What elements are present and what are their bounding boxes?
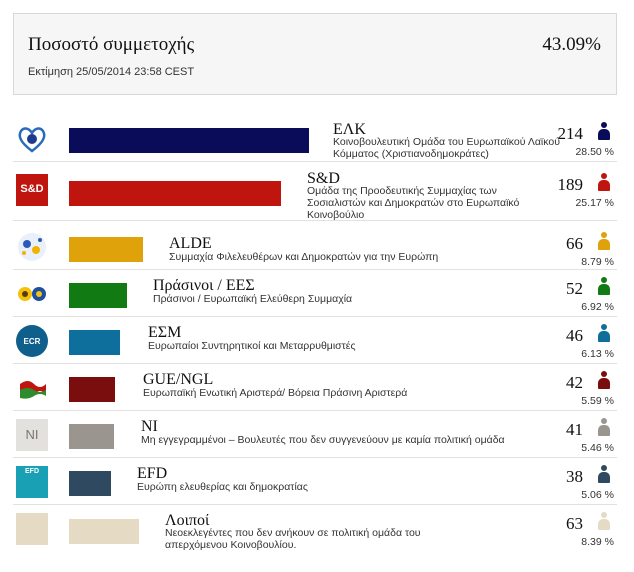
seat-share: 5.59 %: [581, 395, 614, 407]
seats-bar: [69, 377, 115, 402]
seats-bar: [69, 424, 114, 449]
seats-bar: [69, 330, 120, 355]
person-icon: [597, 324, 611, 342]
estimate-timestamp: Εκτίμηση 25/05/2014 23:58 CEST: [28, 66, 195, 78]
gue-ngl-flag-logo: [16, 372, 48, 404]
group-name: ΕΛΚ: [333, 121, 366, 138]
group-row-efd[interactable]: EFD EFD Ευρώπη ελευθερίας και δημοκρατία…: [13, 459, 617, 505]
ecr-logo-text: ECR: [23, 337, 41, 346]
ni-logo: NI: [16, 419, 48, 451]
seat-count: 42: [566, 373, 583, 392]
person-icon: [597, 512, 611, 530]
person-icon: [597, 232, 611, 250]
group-name: ALDE: [169, 235, 212, 252]
seat-share: 6.92 %: [581, 301, 614, 313]
group-row-s-and-d[interactable]: S&D S&D Ομάδα της Προοδευτικής Συμμαχίας…: [13, 167, 617, 221]
ni-logo-text: NI: [25, 427, 39, 442]
seat-share: 28.50 %: [575, 146, 614, 158]
group-row-ni[interactable]: NI NI Μη εγγεγραμμένοι – Βουλευτές που δ…: [13, 412, 617, 458]
group-row-gue-ngl[interactable]: GUE/NGL Ευρωπαϊκή Ενωτική Αριστερά/ Βόρε…: [13, 365, 617, 411]
group-description: Ομάδα της Προοδευτικής Συμμαχίας των Σοσ…: [307, 185, 520, 221]
turnout-panel: Ποσοστό συμμετοχής 43.09% Εκτίμηση 25/05…: [13, 13, 617, 95]
seat-count: 52: [566, 279, 583, 298]
seats-bar: [69, 519, 139, 544]
seat-share: 25.17 %: [575, 197, 614, 209]
group-name: S&D: [307, 170, 340, 187]
s-and-d-logo-text: S&D: [20, 183, 44, 195]
group-row-alde[interactable]: ALDE Συμμαχία Φιλελευθέρων και Δημοκρατώ…: [13, 224, 617, 270]
person-icon: [597, 122, 611, 140]
group-description: Μη εγγεγραμμένοι – Βουλευτές που δεν συγ…: [141, 434, 505, 446]
efd-logo-text: EFD: [25, 468, 39, 475]
group-row-ecr[interactable]: ECR ΕΣΜ Ευρωπαίοι Συντηρητικοί και Μεταρ…: [13, 318, 617, 364]
seat-count: 63: [566, 514, 583, 533]
group-description: Συμμαχία Φιλελευθέρων και Δημοκρατών για…: [169, 251, 439, 263]
seat-count: 38: [566, 467, 583, 486]
turnout-title: Ποσοστό συμμετοχής: [28, 34, 195, 55]
seat-count: 189: [557, 175, 584, 194]
group-description: Πράσινοι / Ευρωπαϊκή Ελεύθερη Συμμαχία: [153, 293, 353, 305]
seats-bar: [69, 471, 111, 496]
greens-efa-logo: [16, 278, 48, 310]
turnout-value: 43.09%: [542, 34, 601, 55]
seat-share: 8.79 %: [581, 256, 614, 268]
person-icon: [597, 418, 611, 436]
group-name: ΕΣΜ: [148, 324, 182, 341]
efd-logo: EFD: [16, 466, 48, 498]
seat-count: 41: [566, 420, 583, 439]
group-description: Ευρώπη ελευθερίας και δημοκρατίας: [137, 481, 308, 493]
group-name: GUE/NGL: [143, 371, 214, 388]
seat-share: 8.39 %: [581, 536, 614, 548]
alde-logo: [16, 231, 48, 263]
group-name: EFD: [137, 465, 168, 482]
person-icon: [597, 277, 611, 295]
group-name: Πράσινοι / ΕΕΣ: [153, 277, 255, 294]
person-icon: [597, 173, 611, 191]
seat-share: 5.46 %: [581, 442, 614, 454]
seat-count: 46: [566, 326, 583, 345]
seat-share: 6.13 %: [581, 348, 614, 360]
seats-bar: [69, 128, 309, 153]
seats-bar: [69, 237, 143, 262]
group-description: Κοινοβουλευτική Ομάδα του Ευρωπαϊκού Λαϊ…: [333, 136, 560, 160]
group-description: Ευρωπαίοι Συντηρητικοί και Μεταρρυθμιστέ…: [148, 340, 356, 352]
s-and-d-logo: S&D: [16, 174, 48, 206]
person-icon: [597, 371, 611, 389]
seat-share: 5.06 %: [581, 489, 614, 501]
ecr-logo: ECR: [16, 325, 48, 357]
person-icon: [597, 465, 611, 483]
group-row-greens-efa[interactable]: Πράσινοι / ΕΕΣ Πράσινοι / Ευρωπαϊκή Ελεύ…: [13, 271, 617, 317]
group-name: Λοιποί: [165, 512, 210, 529]
seats-bar: [69, 181, 281, 206]
group-description: Νεοεκλεγέντες που δεν ανήκουν σε πολιτικ…: [165, 527, 421, 551]
seat-count: 214: [557, 124, 584, 143]
group-description: Ευρωπαϊκή Ενωτική Αριστερά/ Βόρεια Πράσι…: [143, 387, 408, 399]
epp-heart-logo: [16, 123, 48, 155]
group-row-epp[interactable]: ΕΛΚ Κοινοβουλευτική Ομάδα του Ευρωπαϊκού…: [13, 116, 617, 162]
seat-count: 66: [566, 234, 583, 253]
group-name: NI: [141, 418, 158, 435]
seats-bar: [69, 283, 127, 308]
group-row-others[interactable]: Λοιποί Νεοεκλεγέντες που δεν ανήκουν σε …: [13, 506, 617, 554]
others-logo: [16, 513, 48, 545]
